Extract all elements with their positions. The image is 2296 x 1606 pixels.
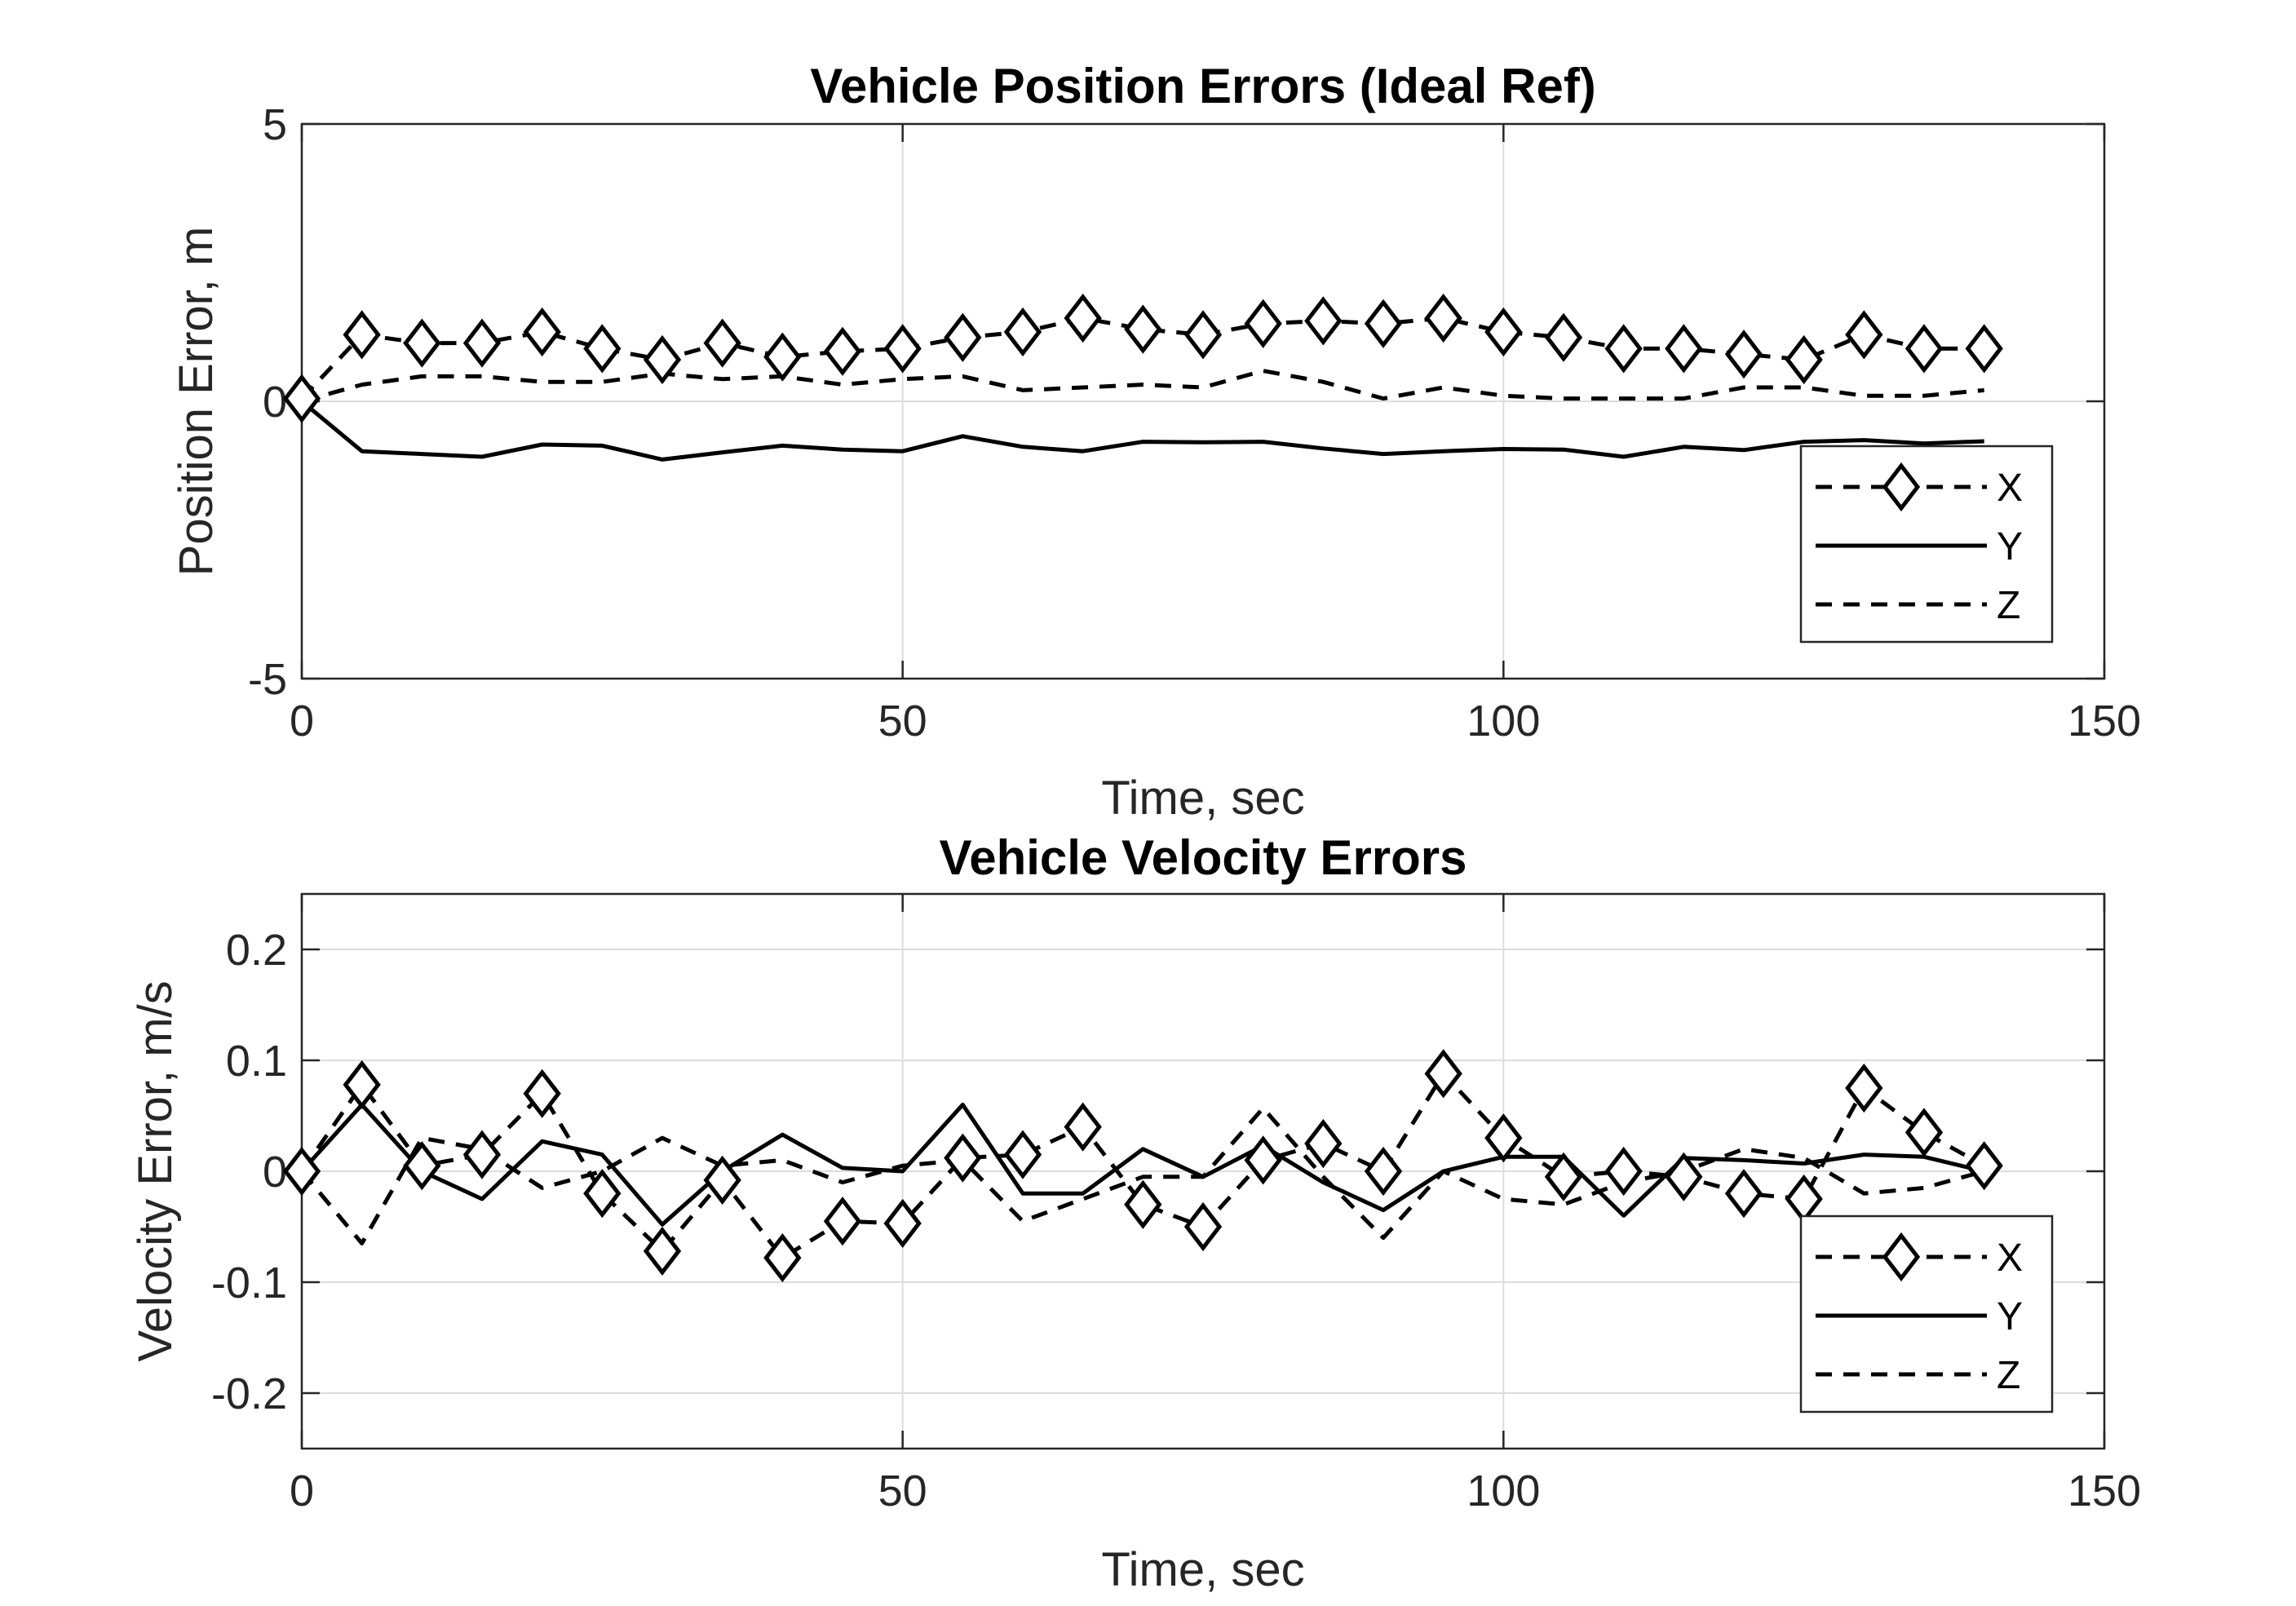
data-point-x (883, 1198, 922, 1249)
x-tick-label: 0 (290, 1467, 314, 1515)
data-point-x (944, 1133, 982, 1183)
data-point-x (1244, 1135, 1282, 1185)
x-tick-label: 50 (878, 697, 927, 745)
data-point-x (1424, 293, 1462, 343)
y-tick-label: 0.1 (226, 1037, 287, 1086)
subplot-2: 0 50 100 150 -0.2 -0.1 0 0.1 0.2 Vehicle Velocity… (129, 830, 2141, 1596)
data-point-x (343, 1060, 381, 1110)
data-point-x (583, 1169, 622, 1219)
series-line-z (300, 1106, 1985, 1245)
data-point-x (823, 1197, 862, 1246)
data-point-x (1364, 299, 1403, 348)
data-point-x (523, 307, 561, 357)
data-point-x (1064, 293, 1102, 343)
series-line-y (300, 1102, 1985, 1227)
chart-title: Vehicle Position Errors (Ideal Ref) (810, 59, 1596, 113)
data-point-x (403, 318, 441, 368)
data-point-x (1424, 1049, 1462, 1099)
legend-label-y: Y (1997, 525, 2023, 569)
data-point-x (763, 332, 802, 382)
data-point-x (1724, 1169, 1763, 1219)
legend-label-x: X (1997, 467, 2023, 510)
y-tick-label: 0 (263, 1148, 287, 1197)
series-line-y (300, 400, 1984, 462)
data-point-x (1244, 299, 1282, 348)
data-point-x (1845, 310, 1883, 360)
data-point-x (1364, 1146, 1403, 1197)
series-line-x (299, 1071, 1985, 1260)
data-point-x (282, 374, 321, 423)
data-point-x (1124, 1179, 1162, 1229)
legend-label-x: X (1997, 1237, 2023, 1280)
data-point-x (1183, 1201, 1223, 1252)
data-point-x (1544, 1152, 1583, 1201)
data-point-x (1544, 312, 1583, 362)
data-point-x (282, 1146, 321, 1197)
data-point-x (1183, 310, 1223, 360)
data-point-x (1965, 1141, 2003, 1191)
data-point-x (763, 1232, 802, 1283)
data-point-x (1785, 334, 1823, 385)
legend-label-y: Y (1997, 1295, 2023, 1338)
legend-marker (1882, 1232, 1921, 1282)
data-point-x (1965, 324, 2003, 374)
data-point-x (1124, 304, 1162, 354)
x-tick-label: 0 (290, 697, 314, 745)
data-point-x (1064, 1102, 1102, 1152)
x-tick-label: 50 (878, 1467, 927, 1515)
chart-title: Vehicle Velocity Errors (939, 830, 1467, 885)
data-point-x (1304, 296, 1343, 346)
data-point-x (1665, 324, 1703, 374)
y-axis-label: Velocity Error, m/s (129, 980, 182, 1361)
data-point-x (1904, 1108, 1944, 1157)
legend-label-z: Z (1997, 584, 2020, 627)
data-point-x (583, 324, 622, 374)
y-tick-label: -0.2 (211, 1369, 287, 1418)
series-line-x (300, 316, 1984, 400)
data-point-x (1604, 324, 1643, 374)
data-point-x (462, 318, 502, 368)
data-point-x (1003, 1130, 1042, 1179)
data-point-x (944, 312, 982, 362)
data-point-x (462, 1130, 502, 1179)
y-tick-label: -0.1 (211, 1259, 287, 1307)
legend: XYZ (1799, 1214, 2054, 1414)
x-tick-label: 100 (1467, 1467, 1540, 1515)
x-tick-label: 150 (2068, 697, 2141, 745)
data-point-x (1904, 324, 1944, 374)
y-tick-label: 0.2 (226, 926, 287, 975)
data-point-x (1845, 1063, 1883, 1113)
data-point-x (643, 1226, 682, 1276)
data-point-x (1304, 1118, 1343, 1169)
y-tick-label: 5 (263, 100, 287, 149)
x-axis-label: Time, sec (1101, 772, 1304, 825)
series-line-z (301, 369, 1984, 404)
data-point-x (1484, 307, 1523, 357)
data-point-x (1724, 330, 1763, 379)
data-point-x (883, 324, 922, 374)
data-point-x (523, 1068, 561, 1118)
y-axis-label: Position Error, m (170, 227, 223, 577)
legend-label-z: Z (1997, 1354, 2020, 1397)
y-tick-label: 0 (263, 378, 287, 427)
data-point-x (343, 310, 381, 360)
data-point-x (703, 1155, 741, 1205)
x-tick-label: 150 (2068, 1467, 2141, 1515)
y-tick-label: -5 (248, 655, 287, 704)
x-axis-label: Time, sec (1101, 1543, 1304, 1596)
data-point-x (1484, 1113, 1523, 1163)
data-point-x (823, 326, 862, 376)
legend: XYZ (1799, 445, 2054, 644)
data-point-x (643, 334, 682, 385)
data-point-x (703, 318, 741, 368)
data-point-x (1665, 1152, 1703, 1201)
x-tick-label: 100 (1467, 697, 1540, 745)
legend-marker (1882, 462, 1921, 512)
data-point-x (1003, 307, 1042, 357)
data-point-x (403, 1141, 441, 1191)
data-point-x (1604, 1146, 1643, 1197)
